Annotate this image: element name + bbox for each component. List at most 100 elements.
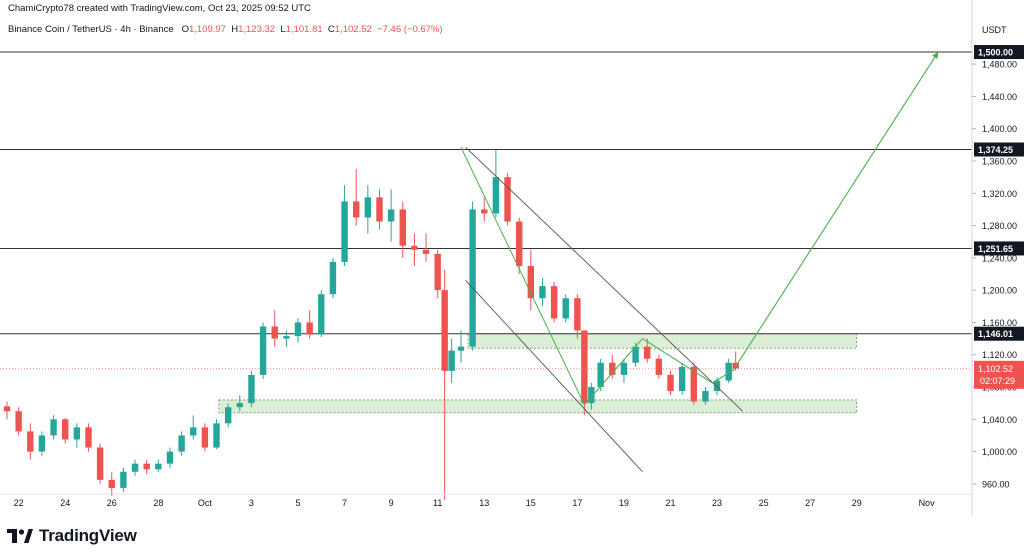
candle-body [492,177,500,214]
price-tick-label: 1,280.00 [982,221,1017,231]
price-zone [218,399,858,414]
time-axis[interactable]: 22 24 26 28 Oct 3 5 7 9 11 13 15 17 19 21 23 25 27 29 Nov [0,493,972,508]
price-tick-label: 1,160.00 [982,318,1017,328]
tradingview-logo-icon [7,529,33,543]
price-tick-label: 1,480.00 [982,60,1017,70]
open-label: O [181,24,189,35]
open-value: 1,109.97 [188,24,226,35]
candle-body [422,249,430,254]
price-axis[interactable]: 960.001,000.001,040.001,080.001,120.001,… [971,0,1017,516]
price-zone [467,333,858,349]
countdown-label: 02:07:29 [980,376,1015,386]
time-tick-label: Oct [198,498,213,508]
candle-body [15,411,22,432]
candle-body [667,374,674,392]
last-price-tag [974,360,1024,389]
time-tick-label: 5 [295,498,300,508]
candle-body [236,403,244,408]
time-tick-label: 27 [805,498,815,508]
time-tick-label: 15 [526,498,536,508]
last-price-label: 1,102.52 [978,364,1013,374]
candle-body [96,447,104,480]
candle-body [690,366,697,402]
time-tick-label: 26 [107,498,117,508]
candle-body [38,435,46,452]
candle-body [50,419,57,436]
candle-body [469,209,476,347]
candle-body [131,463,139,472]
time-tick-label: 7 [342,498,347,508]
price-tick-label: 1,320.00 [982,189,1017,199]
candle-body [644,346,651,359]
price-tick-label: 1,040.00 [982,415,1017,425]
time-tick-label: 25 [759,498,769,508]
candle-body [411,245,418,250]
candle-body [224,407,232,424]
channel-line [465,146,743,412]
candle-body [353,201,360,218]
time-tick-label: 13 [479,498,489,508]
symbol-ohlc-legend: Binance Coin / TetherUS · 4h · Binance O… [8,24,443,35]
candle-body [702,391,709,402]
candle-body [120,471,127,488]
candle-body [178,435,185,452]
time-tick-label: 24 [60,498,70,508]
candle-body [457,346,465,351]
price-tags: 1,500.00 1,374.25 1,251.65 1,146.01 1,102.52… [974,45,1024,389]
candle-body [27,431,34,452]
time-tick-label: 23 [712,498,722,508]
candle-body [434,253,441,291]
level-price-tag-label: 1,146.01 [978,329,1013,339]
time-tick-label: 29 [852,498,862,508]
level-price-tag [974,326,1024,341]
close-label: C [327,24,335,35]
channel-line [465,280,643,473]
candle-body [562,298,569,319]
candle-body [515,221,523,266]
candlestick-series [3,149,739,500]
candle-body [3,406,11,412]
time-tick-label: 19 [619,498,629,508]
time-tick-label: Nov [919,498,936,508]
candle-body [481,209,488,214]
candle-body [364,197,372,218]
candle-body [213,423,220,448]
time-tick-label: 21 [665,498,675,508]
level-price-tag-label: 1,251.65 [978,244,1013,254]
level-price-tag [974,241,1024,256]
candle-body [259,326,267,375]
candle-body [609,362,616,375]
tradingview-branding: TradingView [7,526,137,546]
time-tick-label: 9 [389,498,394,508]
horizontal-levels [0,51,972,370]
price-tick-label: 1,360.00 [982,157,1017,167]
candle-body [504,177,511,222]
candle-body [550,286,558,319]
time-tick-label: 11 [433,498,442,508]
candle-body [678,366,686,392]
time-tick-label: 28 [153,498,163,508]
candle-body [399,209,406,246]
candle-body [539,286,546,299]
level-price-tag-label: 1,374.25 [978,145,1013,155]
candle-body [588,387,595,404]
price-tick-label: 1,400.00 [982,124,1017,134]
candle-body [527,265,535,299]
symbol-label: Binance Coin / TetherUS · 4h · Binance [8,24,174,35]
candle-body [143,463,150,470]
close-value: 1,102.52 [334,24,372,35]
low-label: L [280,24,286,35]
candle-body [581,330,588,404]
candle-body [73,427,81,440]
time-tick-label: 3 [249,498,254,508]
price-tick-label: 960.00 [982,479,1010,489]
candle-body [248,374,255,404]
candle-body [725,362,732,381]
chart-credit: ChamiCrypto78 created with TradingView.c… [8,3,311,14]
candle-body [166,451,174,464]
candle-body [574,298,581,331]
price-tick-label: 1,240.00 [982,253,1017,263]
change-value: −7.46 (−0.67%) [377,24,443,35]
currency-label[interactable]: USDT [982,25,1007,35]
